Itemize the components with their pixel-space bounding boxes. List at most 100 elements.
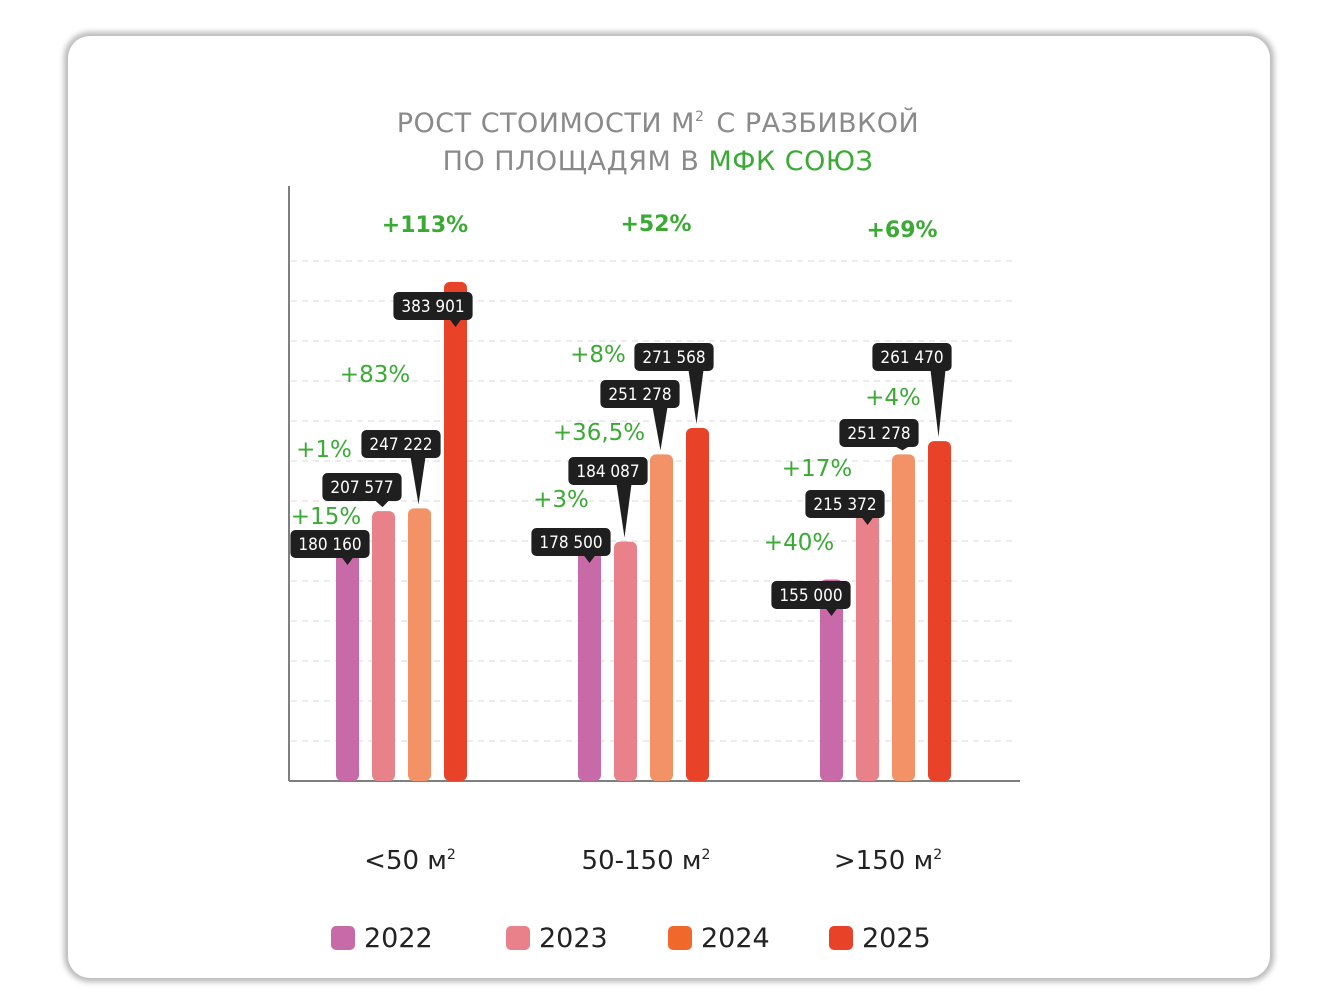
data-label: 207 577 [330,478,393,498]
value-callout: 178 500 [531,528,611,563]
data-label: 261 470 [880,348,943,368]
callout-pointer [341,557,354,565]
legend-label: 2025 [862,923,931,954]
callout-pointer [616,484,632,538]
bar-2025-cat-0 [444,281,467,781]
growth-label: +1% [296,437,352,463]
callout-pointer [861,517,874,525]
callout-box [322,473,402,501]
bar-2022-cat-0 [336,546,359,781]
bar-2023-cat-1 [614,541,637,781]
legend-swatch [331,926,355,950]
data-label: 180 160 [298,535,361,555]
legend-item-2024: 2024 [668,923,770,954]
bar-2022-cat-2 [820,579,843,781]
callout-pointer [374,500,390,508]
callout-pointer [583,555,596,563]
bars [336,281,951,781]
growth-label: +36,5% [553,420,645,446]
legend-swatch [829,926,853,950]
callout-pointer [449,319,462,327]
category-label: 50-150 м2 [582,846,711,876]
category-label-sup: 2 [702,847,711,863]
legend-swatch [668,926,692,950]
legend-swatch [506,926,530,950]
value-callout: 215 372 [805,490,885,525]
data-label: 178 500 [539,533,602,553]
category-label-text: <50 м [364,846,447,876]
value-callout: 180 160 [290,530,370,565]
legend-item-2025: 2025 [829,923,931,954]
growth-label: +17% [782,456,852,482]
callout-pointer [930,370,946,438]
category-label-sup: 2 [933,847,942,863]
chart-title-line-2: ПО ПЛОЩАДЯМ В МФК СОЮЗ [443,146,874,177]
data-label: 251 278 [847,424,910,444]
data-label: 247 222 [369,435,432,455]
callout-pointer [825,608,838,616]
value-callouts: 180 160 207 577 247 222 383 901 178 500 184 0… [290,292,952,616]
legend: 2022 2023 2024 2025 [331,923,931,954]
bar-2023-cat-0 [372,511,395,781]
value-callout: 247 222 [361,430,441,505]
callout-box [568,457,648,485]
callout-pointer [410,457,426,505]
data-label: 251 278 [608,385,671,405]
total-growth-label: +113% [382,213,468,238]
bar-2024-cat-0 [408,508,431,781]
growth-label: +3% [533,487,589,513]
growth-label: +8% [570,342,626,368]
data-label: 383 901 [401,297,464,317]
callout-box [872,343,952,371]
bar-2023-cat-2 [856,501,879,781]
growth-label: +83% [340,362,410,388]
category-label-text: >150 м [834,846,933,876]
category-label: <50 м2 [364,846,456,876]
callout-box [531,528,611,556]
total-growth-label: +52% [620,212,691,237]
bar-2025-cat-1 [686,427,709,781]
callout-box [393,292,473,320]
legend-label: 2023 [539,923,608,954]
legend-label: 2022 [364,923,433,954]
value-callout: 271 568 [634,343,714,424]
callout-pointer [894,446,910,451]
bar-2024-cat-2 [892,454,915,781]
category-labels: <50 м2 50-150 м2 >150 м2 [364,846,942,876]
bar-2024-cat-1 [650,454,673,781]
growth-labels: +15% +1% +83% +3% +36,5% +8% +40% +17% +4% [291,342,921,556]
total-growth-label: +69% [866,218,937,243]
growth-label: +15% [291,504,361,530]
bar-2022-cat-1 [578,548,601,781]
value-callout: 383 901 [393,292,473,327]
growth-label: +4% [865,385,921,411]
callout-pointer [688,370,704,424]
value-callout: 251 278 [600,380,680,451]
data-label: 215 372 [813,495,876,515]
value-callout: 184 087 [568,457,648,538]
callout-box [634,343,714,371]
chart-title-line-1: РОСТ СТОИМОСТИ М2 С РАЗБИВКОЙ [397,107,920,139]
bar-2025-cat-2 [928,441,951,781]
callout-box [361,430,441,458]
callout-box [839,419,919,447]
legend-item-2023: 2023 [506,923,608,954]
callout-box [805,490,885,518]
value-callout: 207 577 [322,473,402,508]
legend-item-2022: 2022 [331,923,433,954]
callout-box [771,581,851,609]
data-label: 184 087 [576,462,639,482]
callout-box [290,530,370,558]
data-label: 155 000 [779,586,842,606]
callout-box [600,380,680,408]
data-label: 271 568 [642,348,705,368]
category-label-sup: 2 [447,847,456,863]
value-callout: 261 470 [872,343,952,438]
legend-label: 2024 [701,923,770,954]
total-growth-labels: +113% +52% +69% [382,212,938,243]
category-label-text: 50-150 м [582,846,702,876]
callout-pointer [652,407,668,451]
value-callout: 155 000 [771,581,851,616]
